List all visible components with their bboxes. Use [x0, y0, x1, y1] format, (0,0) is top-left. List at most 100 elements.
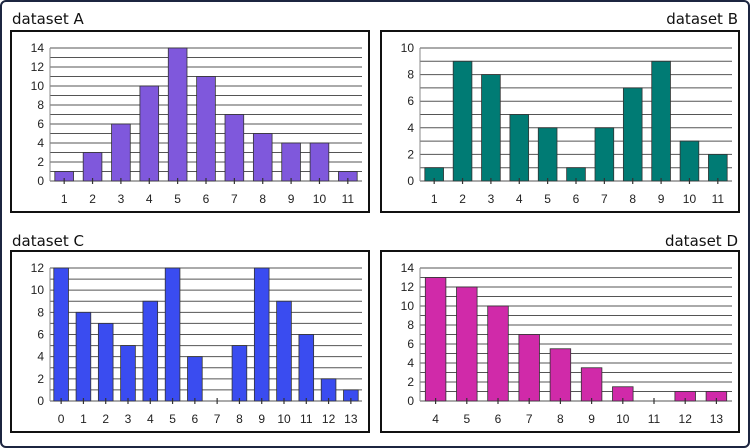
- x-tick-label: 0: [58, 412, 65, 426]
- y-tick-label: 0: [407, 174, 414, 188]
- x-tick-label: 2: [459, 192, 466, 206]
- bar: [164, 267, 181, 402]
- y-tick-label: 2: [37, 372, 44, 386]
- chart-panel-c: 0 2 4 6 8 10 12 0 1 2 3 4 5 6 7 8 9 10 11 12 13: [10, 250, 370, 433]
- bar: [452, 60, 473, 182]
- bar: [252, 133, 273, 182]
- y-tick-label: 2: [407, 147, 414, 161]
- x-tick-label: 4: [516, 192, 523, 206]
- x-tick-label: 11: [648, 412, 661, 426]
- y-tick-label: 10: [401, 41, 415, 55]
- bar: [320, 378, 337, 402]
- bar: [509, 114, 530, 182]
- chart-d: 0 2 4 6 8 10 12 14 4 5 6 7 8 9 10 11 12 13: [401, 261, 732, 426]
- bar: [481, 74, 501, 182]
- x-tick-label: 10: [313, 192, 327, 206]
- title-dataset-c: dataset C: [12, 232, 84, 250]
- y-tick-label: 10: [401, 299, 415, 313]
- y-tick-label: 10: [31, 283, 45, 297]
- x-tick-label: 7: [526, 412, 533, 426]
- x-tick-label: 4: [432, 412, 439, 426]
- y-tick-label: 10: [31, 79, 45, 93]
- x-tick-label: 5: [174, 192, 181, 206]
- x-tick-label: 1: [431, 192, 438, 206]
- chart-panel-d: 0 2 4 6 8 10 12 14 4 5 6 7 8 9 10 11 12 13: [380, 250, 740, 433]
- x-tick-label: 5: [544, 192, 551, 206]
- x-tick-label: 8: [236, 412, 243, 426]
- x-tick-label: 13: [344, 412, 358, 426]
- x-tick-label: 7: [601, 192, 608, 206]
- y-tick-label: 4: [37, 136, 44, 150]
- x-tick-label: 4: [147, 412, 154, 426]
- y-tick-label: 12: [401, 280, 415, 294]
- x-tick-label: 10: [616, 412, 630, 426]
- bar: [424, 277, 447, 402]
- y-tick-label: 6: [37, 328, 44, 342]
- bar: [594, 127, 615, 182]
- bar: [253, 267, 270, 402]
- x-tick-label: 7: [214, 412, 221, 426]
- x-tick-label: 11: [712, 192, 725, 206]
- bar: [537, 127, 558, 182]
- x-tick-label: 8: [629, 192, 636, 206]
- x-tick-label: 9: [658, 192, 665, 206]
- y-tick-label: 8: [407, 318, 414, 332]
- y-tick-label: 2: [37, 155, 44, 169]
- x-tick-label: 8: [259, 192, 266, 206]
- bar: [187, 356, 203, 402]
- bar: [97, 323, 114, 402]
- x-tick-label: 9: [288, 192, 295, 206]
- x-tick-label: 7: [231, 192, 238, 206]
- x-tick-label: 3: [125, 412, 132, 426]
- x-tick-label: 6: [573, 192, 580, 206]
- y-tick-label: 6: [407, 337, 414, 351]
- y-tick-label: 8: [407, 68, 414, 82]
- title-dataset-a: dataset A: [12, 10, 84, 28]
- x-tick-label: 5: [169, 412, 176, 426]
- y-tick-label: 6: [37, 117, 44, 131]
- x-tick-label: 1: [80, 412, 87, 426]
- bar: [224, 114, 245, 182]
- y-tick-label: 8: [37, 305, 44, 319]
- bar: [53, 267, 69, 402]
- bar: [120, 345, 136, 402]
- chart-panel-b: 0 2 4 6 8 10 1 2 3 4 5 6 7 8 9 10 11: [380, 30, 740, 213]
- y-tick-label: 0: [407, 394, 414, 408]
- bar: [196, 76, 216, 182]
- title-dataset-d: dataset D: [664, 232, 738, 250]
- bar: [75, 311, 92, 402]
- x-tick-label: 2: [102, 412, 109, 426]
- bar: [549, 348, 572, 402]
- x-tick-label: 6: [192, 412, 199, 426]
- y-tick-label: 0: [37, 394, 44, 408]
- y-tick-label: 14: [401, 261, 415, 275]
- bar: [518, 334, 540, 402]
- x-tick-label: 12: [322, 412, 336, 426]
- x-tick-label: 5: [463, 412, 470, 426]
- bar: [231, 345, 248, 402]
- bar: [82, 152, 103, 182]
- bar: [111, 123, 131, 182]
- x-tick-label: 10: [277, 412, 291, 426]
- x-tick-label: 2: [89, 192, 96, 206]
- x-tick-label: 11: [300, 412, 313, 426]
- bar: [708, 154, 728, 182]
- bar: [276, 300, 292, 402]
- y-tick-label: 6: [407, 94, 414, 108]
- bar: [456, 286, 478, 402]
- x-tick-label: 3: [118, 192, 125, 206]
- y-tick-label: 12: [31, 261, 45, 275]
- x-tick-label: 12: [679, 412, 693, 426]
- bar: [309, 142, 330, 182]
- bar: [167, 47, 188, 182]
- y-tick-label: 0: [37, 174, 44, 188]
- chart-panel-a: 0 2 4 6 8 10 12 14 1 2 3 4 5 6 7 8 9 10 11: [10, 30, 370, 213]
- y-tick-label: 12: [31, 60, 45, 74]
- x-tick-label: 6: [495, 412, 502, 426]
- x-tick-label: 13: [710, 412, 724, 426]
- bar: [281, 142, 301, 182]
